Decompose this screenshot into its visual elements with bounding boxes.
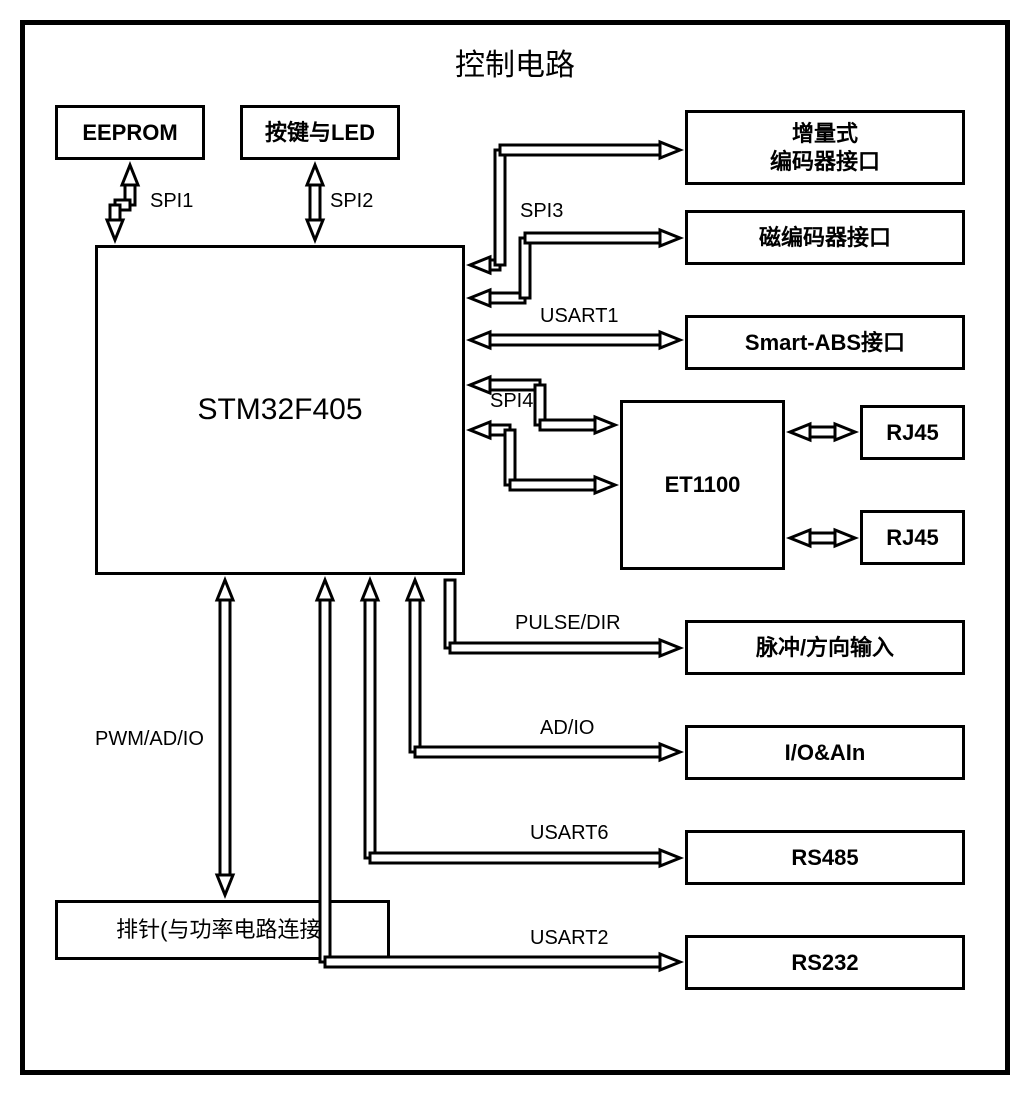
label-spi4: SPI4	[490, 390, 533, 413]
box-ioain: I/O&AIn	[685, 725, 965, 780]
label-usart6: USART6	[530, 822, 609, 845]
box-keyled: 按键与LED	[240, 105, 400, 160]
box-label: RS232	[791, 949, 858, 977]
label-pulsedir: PULSE/DIR	[515, 612, 621, 635]
box-smartabs: Smart-ABS接口	[685, 315, 965, 370]
label-spi3: SPI3	[520, 200, 563, 223]
box-rj45-2: RJ45	[860, 510, 965, 565]
box-label: STM32F405	[197, 391, 362, 429]
box-label: ET1100	[665, 471, 741, 499]
box-rj45-1: RJ45	[860, 405, 965, 460]
box-et1100: ET1100	[620, 400, 785, 570]
label-adio: AD/IO	[540, 717, 594, 740]
box-label: 排针(与功率电路连接)	[116, 916, 329, 944]
diagram-title: 控制电路	[0, 40, 1030, 84]
label-usart1: USART1	[540, 305, 619, 328]
box-label: Smart-ABS接口	[745, 329, 905, 357]
box-pulse: 脉冲/方向输入	[685, 620, 965, 675]
box-label: 磁编码器接口	[759, 224, 891, 252]
box-mcu: STM32F405	[95, 245, 465, 575]
box-rs485: RS485	[685, 830, 965, 885]
box-label: RS485	[791, 844, 858, 872]
box-label: 增量式编码器接口	[770, 120, 880, 175]
box-label: 脉冲/方向输入	[756, 634, 894, 662]
box-label: RJ45	[886, 524, 939, 552]
box-rs232: RS232	[685, 935, 965, 990]
box-header: 排针(与功率电路连接)	[55, 900, 390, 960]
box-label: I/O&AIn	[785, 739, 866, 767]
diagram-canvas: 控制电路 EEPROM 按键与LED STM32F405 排针(与功率电路连接)…	[0, 0, 1030, 1095]
box-label: 按键与LED	[265, 119, 375, 147]
box-mag-enc: 磁编码器接口	[685, 210, 965, 265]
label-usart2: USART2	[530, 927, 609, 950]
box-eeprom: EEPROM	[55, 105, 205, 160]
label-spi1: SPI1	[150, 190, 193, 213]
box-label: EEPROM	[82, 119, 177, 147]
label-pwmadio: PWM/AD/IO	[95, 728, 204, 751]
box-label: RJ45	[886, 419, 939, 447]
label-spi2: SPI2	[330, 190, 373, 213]
box-inc-enc: 增量式编码器接口	[685, 110, 965, 185]
